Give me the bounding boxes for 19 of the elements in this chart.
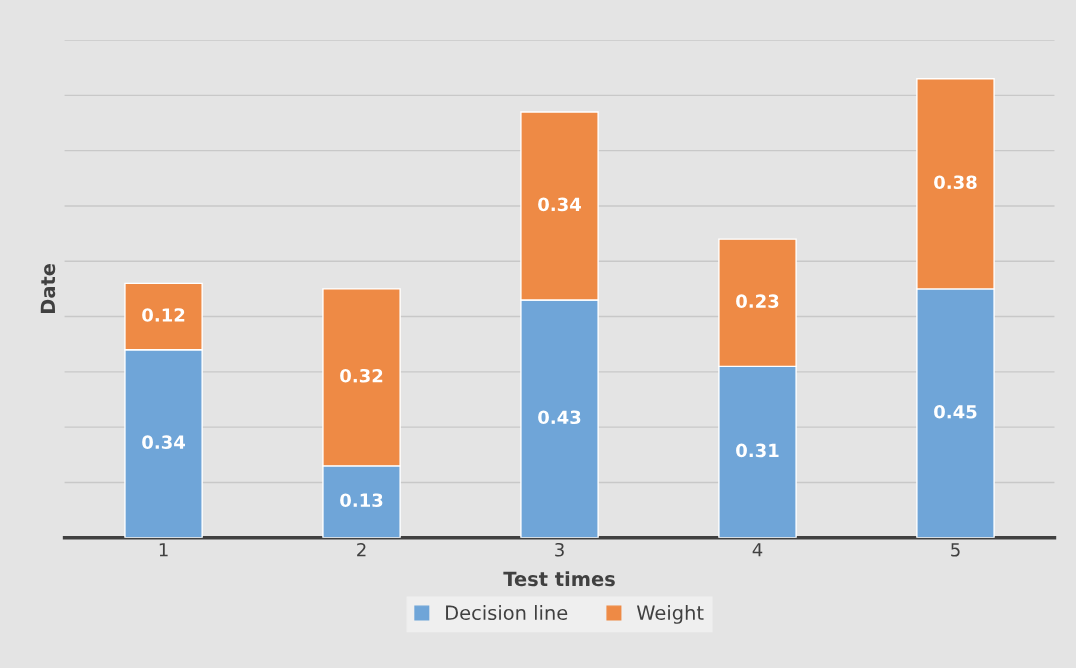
x-tick-label: 4 [752, 543, 763, 557]
legend-label: Weight [636, 605, 704, 624]
data-label: 0.34 [142, 435, 185, 449]
data-label: 0.12 [142, 308, 185, 322]
x-tick-label: 3 [555, 542, 564, 557]
x-tick-label: 1 [159, 543, 168, 557]
data-label: 0.43 [538, 410, 581, 425]
legend-label: Decision line [446, 605, 568, 621]
y-axis-title: Date [40, 263, 56, 313]
data-label: 0.45 [934, 404, 977, 419]
x-tick-label: 5 [951, 543, 960, 557]
data-label: 0.34 [538, 197, 581, 212]
data-label: 0.38 [934, 175, 977, 190]
data-label: 0.23 [736, 294, 779, 308]
x-axis-title: Test times [503, 571, 615, 587]
x-tick-label: 2 [357, 542, 366, 557]
data-label: 0.13 [340, 493, 383, 508]
data-label: 0.31 [736, 443, 779, 458]
data-label: 0.32 [340, 368, 383, 383]
